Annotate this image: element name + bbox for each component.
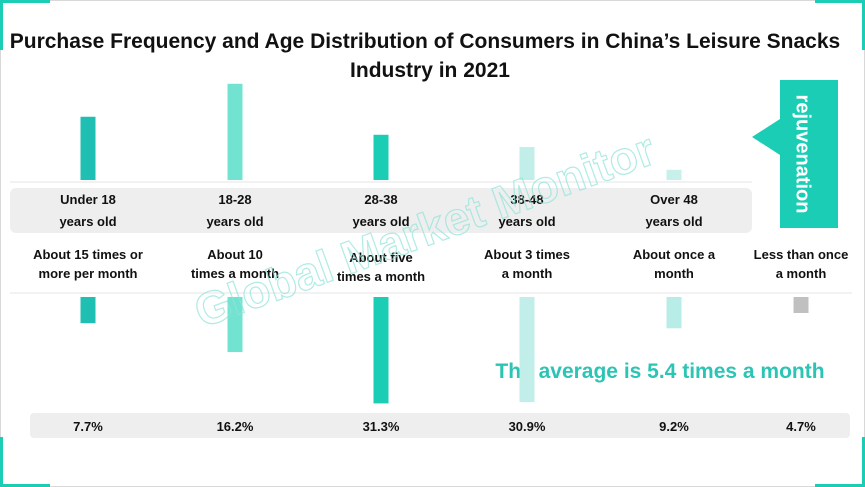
chart-title: Purchase Frequency and Age Distribution … (10, 30, 840, 53)
frequency-label: a month (502, 266, 553, 281)
age-label: 38-48 (510, 192, 543, 207)
age-label: 28-38 (364, 192, 397, 207)
age-bar (227, 83, 243, 180)
bars (80, 83, 809, 404)
age-bar (80, 116, 96, 180)
age-label: Over 48 (650, 192, 698, 207)
percent-row (30, 413, 850, 438)
value-label: 7.7% (73, 419, 103, 434)
age-row (10, 188, 752, 233)
frequency-bar (80, 297, 96, 324)
frequency-label: About once a (633, 247, 716, 262)
age-label: years old (206, 214, 263, 229)
chart-title: Industry in 2021 (350, 59, 510, 82)
axis-strips (10, 181, 852, 294)
frequency-label: more per month (39, 266, 138, 281)
age-label: years old (498, 214, 555, 229)
frequency-bar (373, 297, 389, 404)
frequency-bar (666, 297, 682, 329)
frequency-label: Less than once (754, 247, 849, 262)
age-label: Under 18 (60, 192, 116, 207)
frequency-bar (519, 297, 535, 403)
frequency-bar (793, 297, 809, 313)
frequency-label: times a month (337, 269, 425, 284)
labels: Under 18 years old 18-28 years old 28-38 year… (33, 192, 848, 434)
frequency-label: times a month (191, 266, 279, 281)
age-bar (519, 147, 535, 180)
frequency-bar (227, 297, 243, 353)
frequency-label: About five (349, 250, 413, 265)
value-label: 31.3% (363, 419, 400, 434)
age-label: 18-28 (218, 192, 251, 207)
rejuvenation-arrow (752, 80, 838, 228)
value-label: 9.2% (659, 419, 689, 434)
age-bar (666, 169, 682, 180)
frequency-label: About 10 (207, 247, 263, 262)
frequency-label: month (654, 266, 694, 281)
age-bar (373, 134, 389, 180)
frequency-label: About 3 times (484, 247, 570, 262)
arrow-label: rejuvenation (792, 95, 814, 214)
value-label: 16.2% (217, 419, 254, 434)
frequency-label: About 15 times or (33, 247, 143, 262)
age-label: years old (352, 214, 409, 229)
annotation: The average is 5.4 times a month (495, 360, 824, 383)
value-label: 4.7% (786, 419, 816, 434)
frequency-label: a month (776, 266, 827, 281)
age-label: years old (645, 214, 702, 229)
age-label: years old (59, 214, 116, 229)
value-label: 30.9% (509, 419, 546, 434)
